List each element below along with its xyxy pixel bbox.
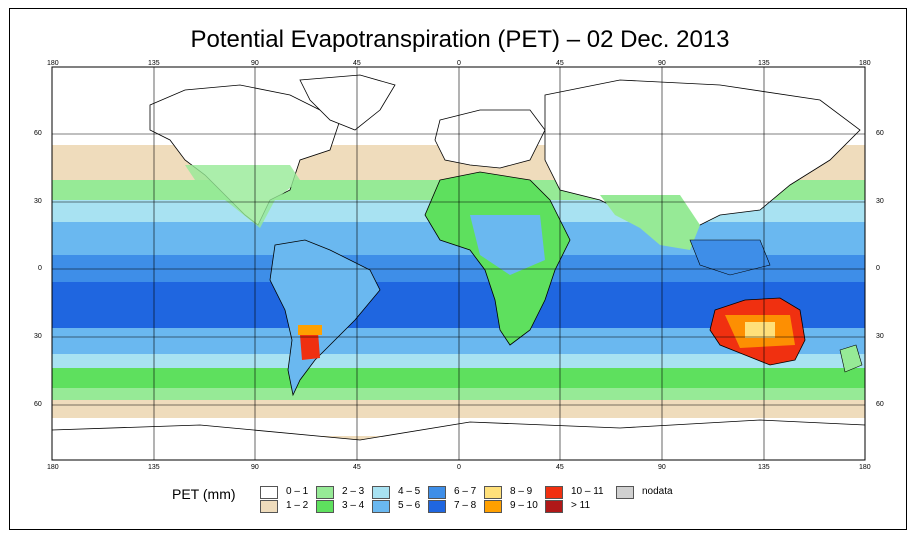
top-tick: 45 [353,60,361,67]
india-se-asia [600,195,700,250]
legend-title: PET (mm) [172,486,236,502]
legend-label: 6 – 7 [454,486,477,497]
bottom-tick: 90 [658,464,666,471]
band-south-lightblue [52,354,865,370]
right-tick: 30 [876,333,884,340]
legend-swatch [316,500,334,513]
legend-swatch [484,486,502,499]
australia-yellow [745,322,775,338]
patagonia-hot [300,332,320,360]
bottom-tick: 135 [148,464,160,471]
south-america [269,239,381,397]
maritime-se-asia [689,239,771,276]
left-tick: 60 [34,401,42,408]
band-south-green [52,368,865,390]
legend-label: 10 – 11 [571,486,604,497]
legend-swatch [316,486,334,499]
legend-swatch [372,486,390,499]
legend-label: 4 – 5 [398,486,421,497]
top-tick: 135 [148,60,160,67]
patagonia-orange [298,325,322,335]
africa-blue [470,215,545,275]
left-tick: 0 [38,265,42,272]
legend-label: 8 – 9 [510,486,533,497]
bottom-tick: 135 [758,464,770,471]
bottom-tick: 45 [556,464,564,471]
top-tick: 180 [47,60,59,67]
legend-swatch [428,486,446,499]
bottom-tick: 180 [859,464,871,471]
legend-swatch [545,500,563,513]
right-tick: 0 [876,265,880,272]
legend-swatch [616,486,634,499]
legend-swatch [260,486,278,499]
legend-label: nodata [642,486,673,497]
right-tick: 60 [876,130,884,137]
legend-label: 7 – 8 [454,500,477,511]
bottom-tick: 180 [47,464,59,471]
top-tick: 45 [556,60,564,67]
north-america-south [185,165,300,228]
right-tick: 60 [876,401,884,408]
legend-swatch [428,500,446,513]
new-zealand [839,344,863,373]
bottom-tick: 45 [353,464,361,471]
top-tick: 0 [457,60,461,67]
map-border [51,66,866,461]
legend-swatch [372,500,390,513]
top-tick: 90 [658,60,666,67]
legend-label: 3 – 4 [342,500,365,511]
legend-label: 2 – 3 [342,486,365,497]
legend-swatch [484,500,502,513]
europe [434,109,546,169]
bottom-tick: 90 [251,464,259,471]
band-south-lightgreen [52,388,865,402]
gridlines [52,67,865,460]
legend-label: > 11 [571,500,590,511]
greenland [299,74,396,131]
left-tick: 60 [34,130,42,137]
legend-label: 0 – 1 [286,486,309,497]
left-tick: 30 [34,333,42,340]
top-tick: 135 [758,60,770,67]
left-tick: 30 [34,198,42,205]
top-tick: 180 [859,60,871,67]
legend-label: 9 – 10 [510,500,538,511]
band-south-tan [52,400,865,420]
legend-swatch [260,500,278,513]
antarctica [52,419,865,460]
legend-label: 5 – 6 [398,500,421,511]
map-title: Potential Evapotranspiration (PET) – 02 … [190,26,730,53]
top-tick: 90 [251,60,259,67]
legend-swatch [545,486,563,499]
legend-label: 1 – 2 [286,500,309,511]
figure-frame [9,8,907,530]
right-tick: 30 [876,198,884,205]
bottom-tick: 0 [457,464,461,471]
